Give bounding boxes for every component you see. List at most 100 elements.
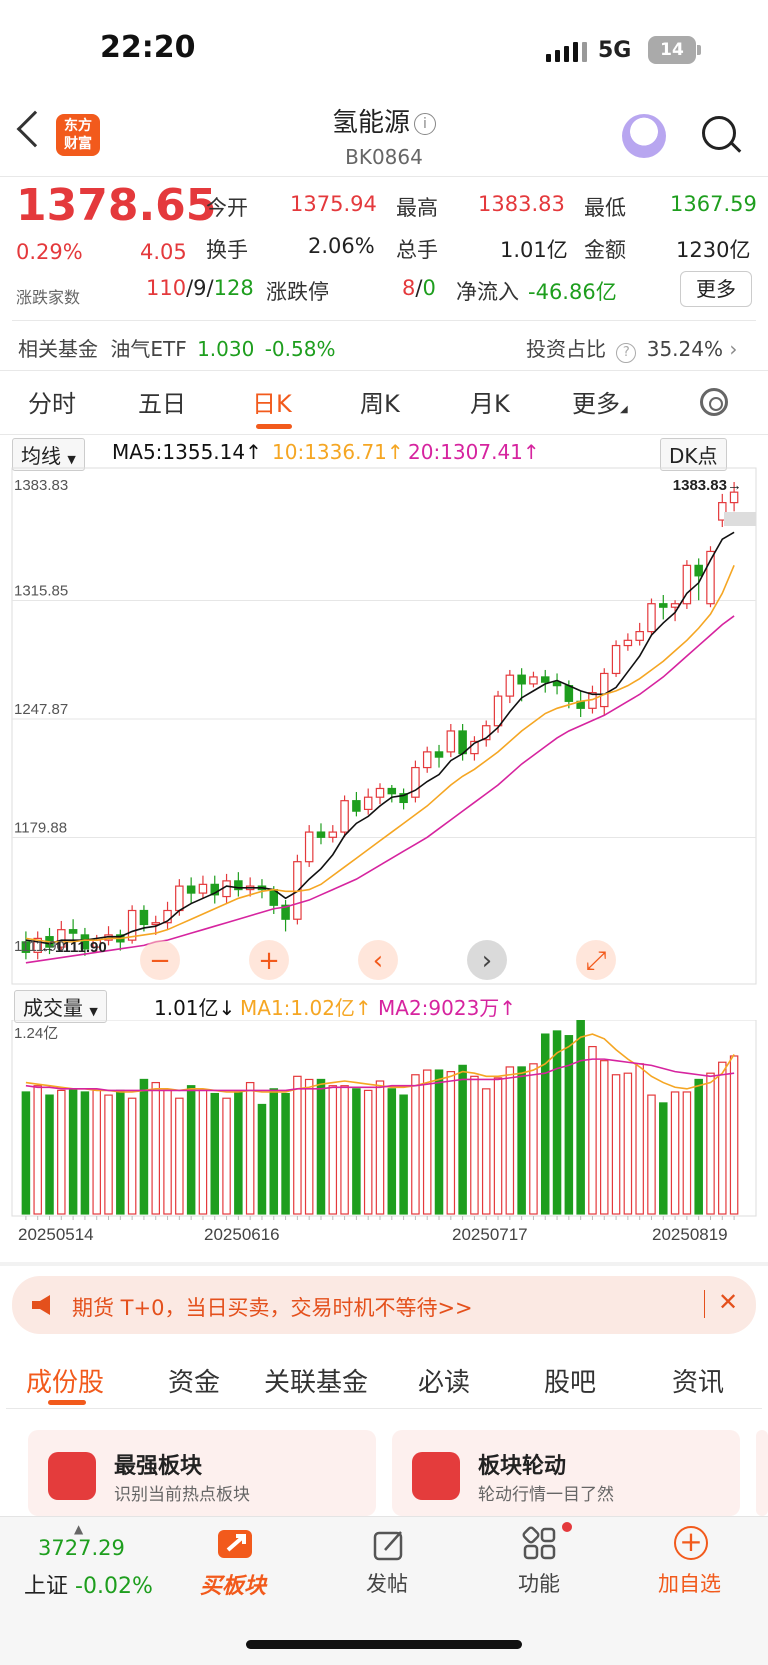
page-title: 氢能源 i: [0, 102, 768, 139]
volume-bar-up: [304, 1078, 314, 1215]
zoom-in-icon[interactable]: +: [249, 940, 289, 980]
tab-related-funds[interactable]: 关联基金: [264, 1368, 369, 1398]
tab-must-read[interactable]: 必读: [418, 1368, 471, 1398]
candle-down: [387, 787, 397, 795]
index-ticker[interactable]: 上证 -0.02%: [24, 1568, 153, 1600]
volume-selector[interactable]: 成交量 ▼: [14, 990, 107, 1023]
ma-selector[interactable]: 均线 ▼: [12, 438, 85, 471]
active-tab-indicator: [256, 424, 292, 429]
promo-divider: [704, 1290, 705, 1318]
volume-bar-up: [175, 1097, 184, 1215]
investment-ratio[interactable]: 投资占比 ? 35.24% ›: [526, 333, 737, 363]
scroll-left-icon[interactable]: ‹: [358, 940, 398, 980]
candle-up: [375, 787, 385, 798]
volume-bar-up: [623, 1072, 633, 1215]
candle-up: [304, 831, 314, 863]
kline-chart[interactable]: 1383.83 1315.85 1247.87 1179.88 1111.90 1383.…: [0, 466, 768, 986]
tab-monthly-k[interactable]: 月K: [470, 390, 510, 418]
candle-up: [529, 676, 538, 685]
search-icon[interactable]: [702, 116, 736, 150]
volume-bar-up: [363, 1089, 373, 1215]
volume-bar-up: [340, 1085, 349, 1215]
fund-label: 相关基金: [18, 337, 98, 361]
control-glyph: −: [149, 946, 171, 976]
zoom-out-icon[interactable]: −: [140, 940, 180, 980]
tab-five-day[interactable]: 五日: [138, 390, 186, 418]
volume-chart[interactable]: 1.24亿 20250514 20250616 20250717 20250819: [0, 1020, 768, 1260]
info-icon[interactable]: i: [414, 113, 436, 135]
post-edit-icon[interactable]: [372, 1528, 406, 1562]
buy-board-label[interactable]: 买板块: [200, 1574, 267, 1599]
buy-board-icon[interactable]: [214, 1524, 258, 1562]
content-tab-indicator: [48, 1400, 86, 1405]
settings-gear-icon[interactable]: [700, 388, 728, 416]
fullscreen-icon[interactable]: ⤢: [576, 940, 616, 980]
turnover-label: 换手: [206, 238, 248, 262]
dk-point-label: DK点: [669, 444, 718, 468]
tab-constituents[interactable]: 成份股: [26, 1368, 105, 1398]
control-bg: [358, 940, 398, 980]
candle-up: [611, 644, 621, 675]
volume-value: 1.01亿: [500, 238, 568, 262]
y-tick-label: 1247.87: [14, 701, 68, 718]
volume-ma1: MA1:1.02亿↑: [240, 996, 372, 1020]
scroll-right-icon[interactable]: ›: [467, 940, 507, 980]
volume-bar-up: [92, 1089, 101, 1215]
y-tick-label: 1111.90: [14, 938, 65, 955]
close-icon[interactable]: ✕: [718, 1288, 739, 1316]
promo-banner[interactable]: [12, 1276, 756, 1334]
volume-bar-down: [434, 1069, 444, 1215]
tab-weekly-k[interactable]: 周K: [360, 390, 400, 418]
candle-up: [493, 695, 503, 727]
sector-name: 氢能源: [331, 108, 410, 138]
fund-row[interactable]: 相关基金 油气ETF 1.030 -0.58%: [18, 333, 335, 362]
tab-funds-flow[interactable]: 资金: [168, 1368, 221, 1398]
volume-bar-down: [659, 1102, 668, 1215]
control-bg: [249, 940, 289, 980]
index-value[interactable]: 3727.29: [38, 1536, 125, 1560]
features-grid-icon[interactable]: [522, 1526, 558, 1562]
volume-bar-down: [458, 1064, 467, 1215]
candle-up: [422, 751, 432, 769]
features-label[interactable]: 功能: [518, 1572, 560, 1596]
more-button[interactable]: 更多: [680, 271, 752, 307]
add-watchlist-label[interactable]: 加自选: [658, 1572, 721, 1596]
candle-down: [210, 883, 220, 896]
dk-point-button[interactable]: DK点: [660, 438, 727, 471]
candle-up: [198, 883, 208, 894]
volume-bar-up: [222, 1097, 231, 1215]
help-icon[interactable]: ?: [616, 343, 637, 363]
volume-bar-down: [387, 1088, 397, 1215]
candle-up: [222, 880, 231, 898]
assistant-robot-icon[interactable]: [622, 114, 666, 158]
tab-daily-k[interactable]: 日K: [252, 390, 292, 418]
app-logo: 东方财富: [56, 114, 100, 156]
volume-bar-up: [600, 1060, 609, 1215]
volume-bar-down: [281, 1092, 290, 1215]
tab-news[interactable]: 资讯: [672, 1368, 725, 1398]
cellular-signal-icon: [546, 42, 587, 62]
control-bg: [576, 940, 616, 980]
candle-down: [316, 831, 326, 838]
add-watchlist-icon[interactable]: +: [674, 1526, 708, 1560]
divider: [12, 320, 756, 321]
tab-more[interactable]: 更多◢: [572, 384, 628, 419]
volume-bar-up: [245, 1081, 255, 1215]
candle-up: [647, 603, 656, 633]
home-indicator: [246, 1640, 522, 1649]
control-glyph: ⤢: [586, 946, 607, 976]
candle-up: [635, 631, 644, 641]
y-tick-label: 1315.85: [14, 582, 68, 599]
max-price-marker: 1383.83→: [673, 477, 742, 494]
volume-bar-down: [257, 1103, 267, 1215]
logo-text: 东方财富: [64, 118, 92, 152]
tab-intraday[interactable]: 分时: [28, 390, 76, 418]
tab-forum[interactable]: 股吧: [544, 1368, 597, 1398]
post-label[interactable]: 发帖: [366, 1572, 408, 1596]
volume-bar-down: [316, 1078, 326, 1215]
candle-down: [659, 603, 668, 608]
volume-bar-up: [328, 1085, 338, 1215]
candle-up: [505, 674, 515, 697]
divider: [0, 370, 768, 371]
volume-bar-up: [493, 1077, 503, 1215]
